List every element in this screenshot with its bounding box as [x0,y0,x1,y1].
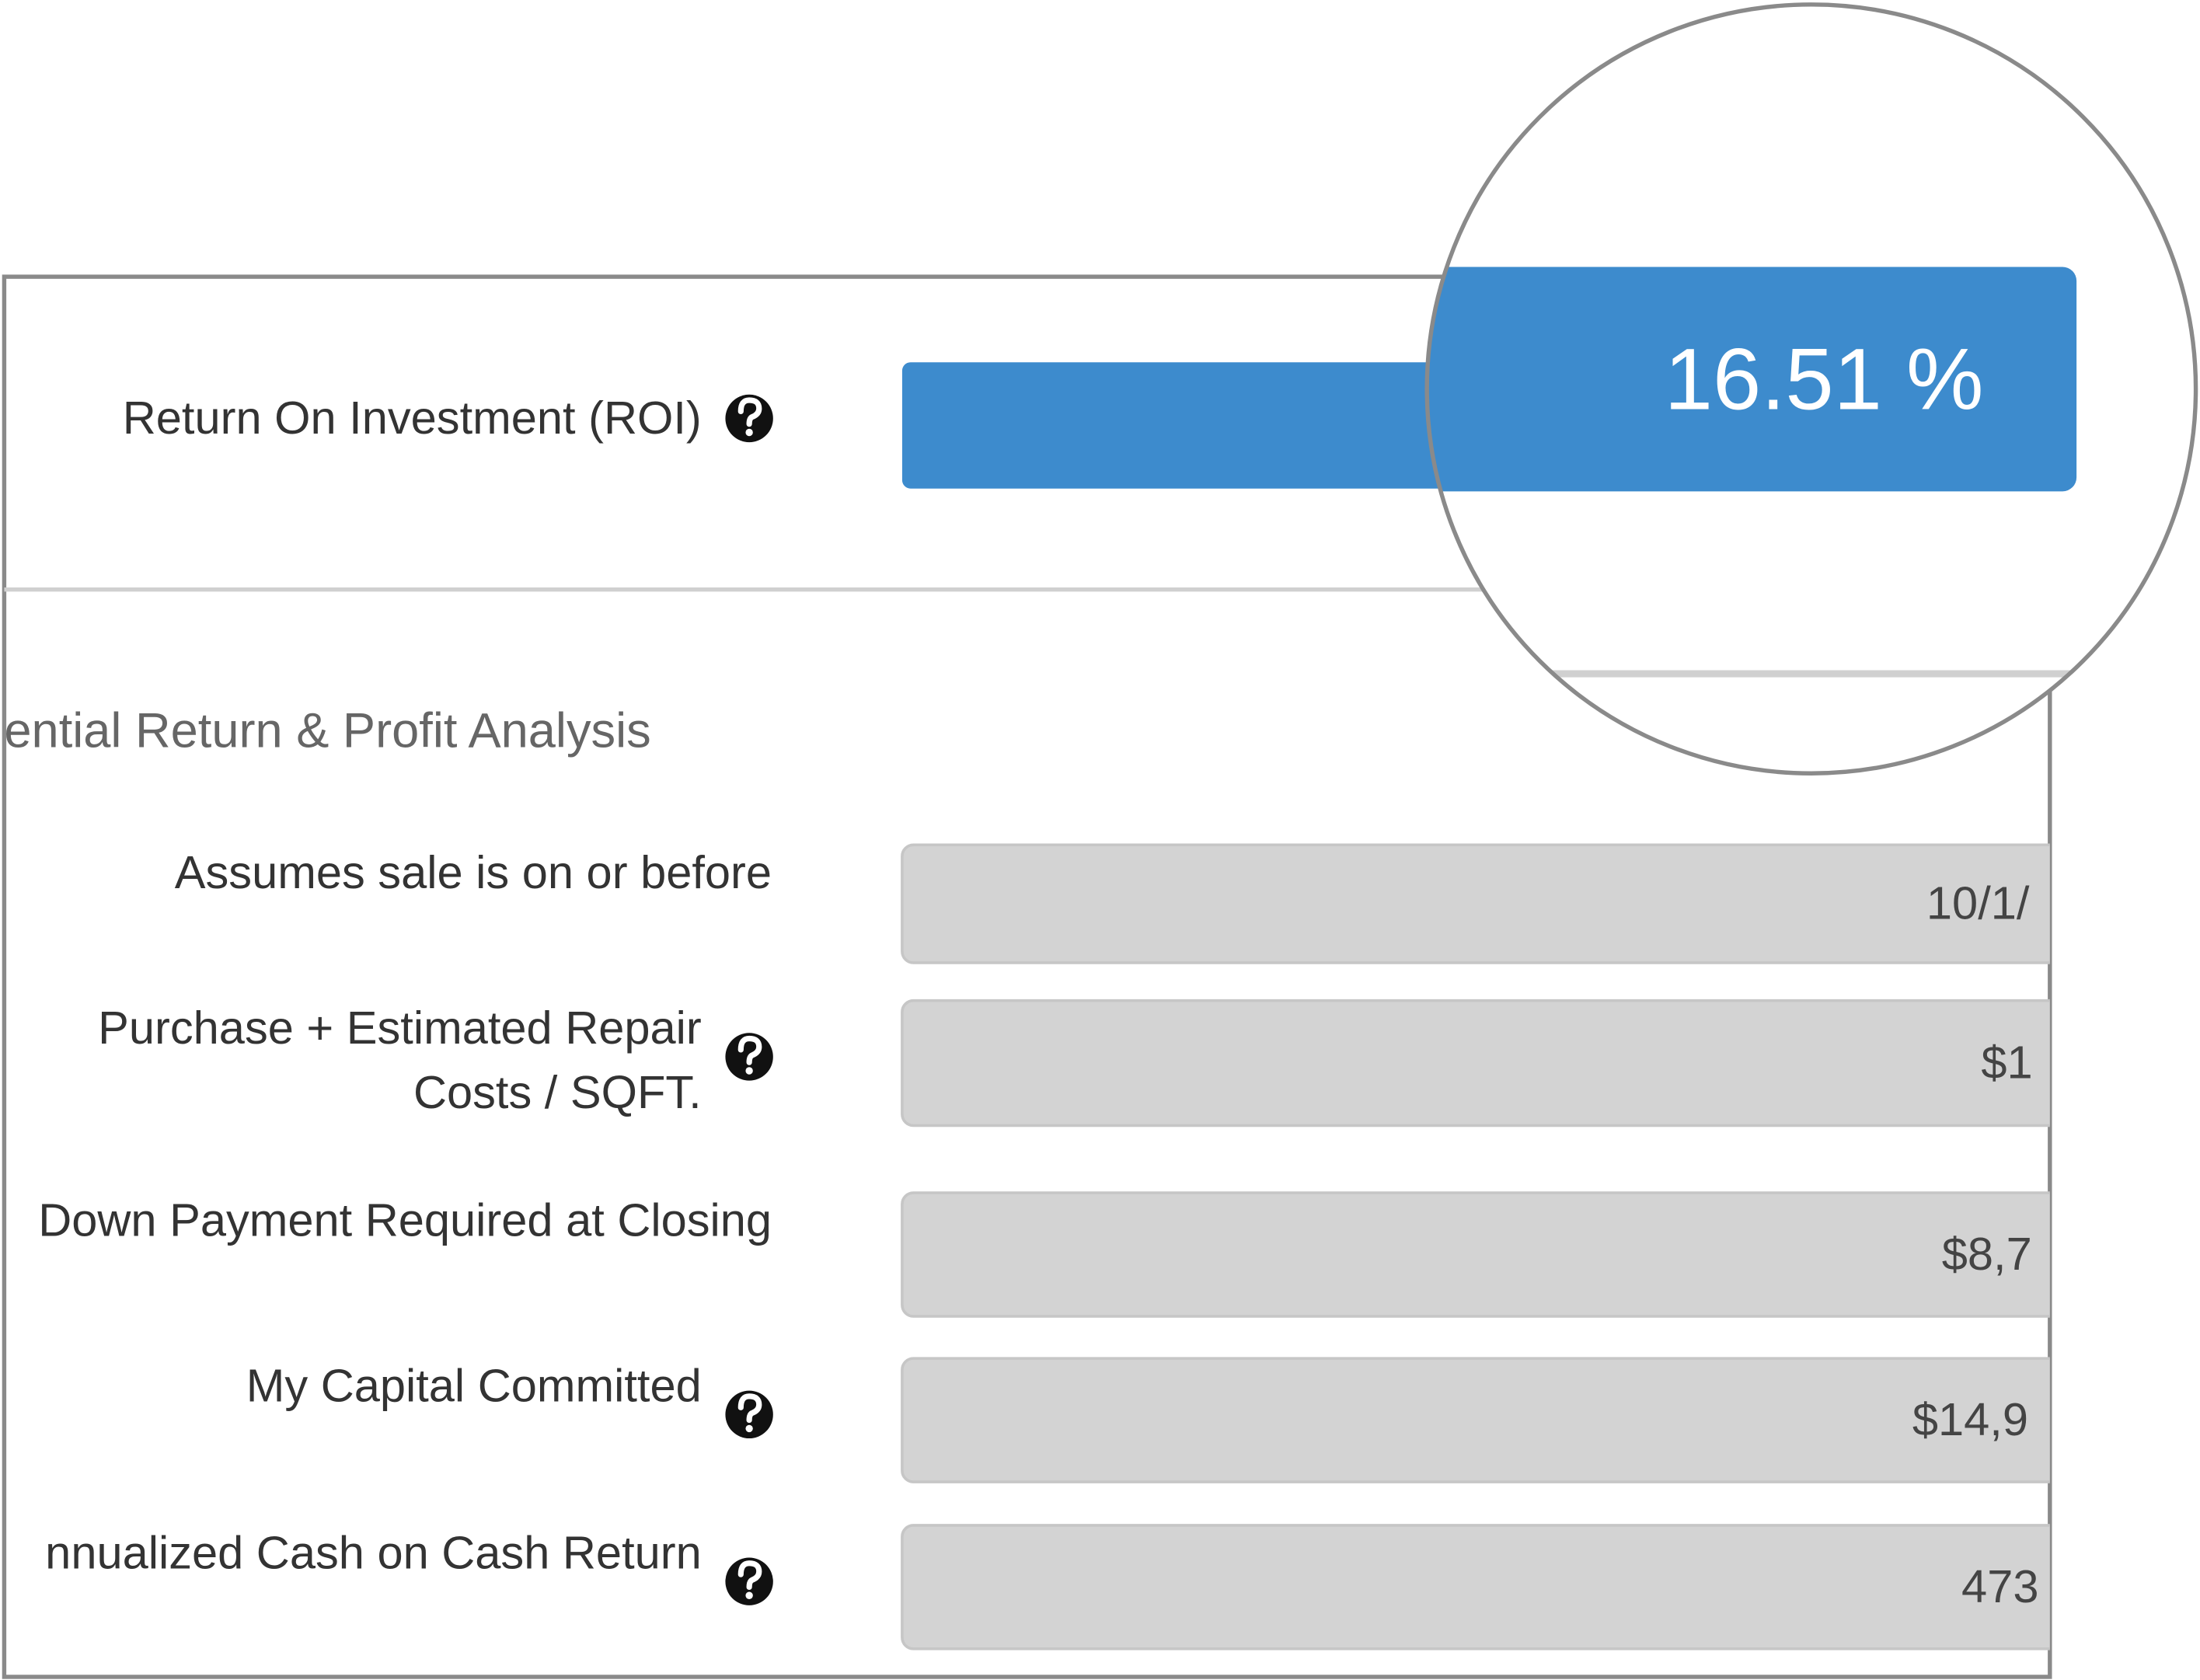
help-glyph [737,397,762,427]
value-field [901,1191,2050,1318]
lens-border [1424,2,2198,776]
help-icon [725,1033,773,1081]
field-value: $1 [1981,1036,2032,1088]
help-dot [745,1424,753,1433]
field-label: My Capital Committed [246,1360,702,1412]
help-icon [725,1557,773,1605]
field-value: $14,9 [1912,1393,2028,1445]
field-label: Down Payment Required at Closing [38,1194,772,1246]
section-title: ential Return & Profit Analysis [4,703,650,758]
value-field [901,999,2050,1128]
rows: 10/1/ $1 $8,7 $14,9 473 [901,843,2050,1650]
roi-value: 16.51 % [1665,330,1984,427]
value-field [901,843,2050,964]
help-dot [745,1591,753,1599]
field-label: Costs / SQFT. [413,1066,702,1118]
field-label: Assumes sale is on or before [175,846,772,898]
help-icon [725,1390,773,1439]
field-label: nnualized Cash on Cash Return [45,1526,702,1578]
help-glyph [737,1393,762,1424]
roi-label: Return On Investment (ROI) [123,392,702,444]
help-glyph [737,1035,762,1065]
roi-bar-zoom [1427,267,2077,492]
help-glyph [737,1560,762,1591]
field-value: 473 [1961,1560,2038,1612]
help-icon [725,394,773,443]
help-dot [745,1067,753,1075]
field-label: Purchase + Estimated Repair [98,1002,702,1054]
help-dot [745,428,753,437]
value-field [901,1524,2050,1650]
field-value: $8,7 [1942,1228,2032,1280]
field-value: 10/1/ [1926,877,2030,929]
value-field [901,1357,2050,1483]
